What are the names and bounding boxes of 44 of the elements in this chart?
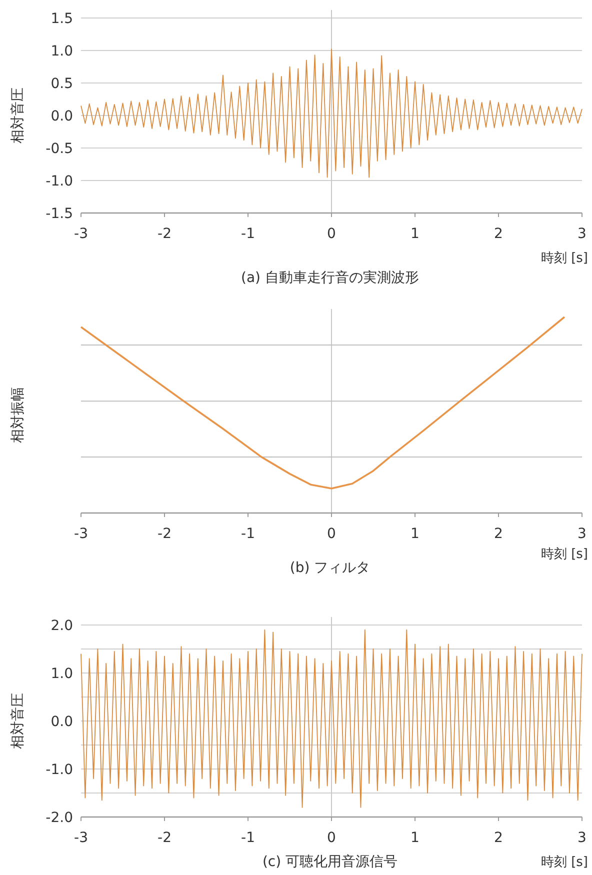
y-tick-label: -0.5 — [46, 140, 73, 157]
y-tick-label: 1.0 — [50, 666, 73, 682]
y-tick-label: 0.0 — [50, 714, 73, 730]
x-tick-label: 1 — [410, 526, 420, 542]
y-tick-label: 1.5 — [50, 10, 73, 27]
x-tick-label: -1 — [241, 526, 255, 542]
x-tick-label: -1 — [241, 830, 255, 846]
y-axis-title: 相対音圧 — [10, 693, 26, 749]
x-axis-title: 時刻 [s] — [540, 855, 588, 870]
x-tick-label: 2 — [494, 526, 503, 542]
x-tick-label: 1 — [410, 830, 420, 846]
x-tick-label: 2 — [494, 226, 503, 242]
x-tick-label: -3 — [74, 226, 88, 242]
line-series — [80, 48, 582, 178]
x-tick-label: 3 — [578, 526, 586, 542]
y-tick-label: 2.0 — [50, 618, 73, 634]
x-tick-label: 3 — [578, 226, 586, 242]
x-tick-label: -2 — [158, 226, 172, 242]
x-axis-title: 時刻 [s] — [540, 251, 588, 266]
text: (a) 自動車走行音の実測波形 — [241, 270, 419, 286]
x-tick-label: -1 — [241, 226, 255, 242]
x-tick-label: 0 — [327, 830, 336, 846]
line-series — [80, 629, 582, 808]
x-tick-label: 1 — [410, 226, 420, 242]
y-axis-title: 相対音圧 — [10, 88, 26, 144]
x-tick-label: -2 — [158, 830, 172, 846]
y-tick-label: -1.5 — [46, 206, 73, 222]
y-tick-label: 1.0 — [50, 43, 73, 60]
y-tick-label: 0.0 — [50, 108, 73, 124]
text: (c) 可聴化用音源信号 — [262, 854, 398, 870]
y-tick-label: -1.0 — [46, 173, 73, 190]
x-tick-label: 0 — [327, 226, 336, 242]
x-tick-label: -3 — [74, 526, 88, 542]
x-tick-label: 3 — [578, 830, 586, 846]
y-tick-label: 0.5 — [50, 76, 73, 92]
text: (b) フィルタ — [290, 560, 370, 576]
x-tick-label: 2 — [494, 830, 503, 846]
x-axis-title: 時刻 [s] — [540, 547, 588, 562]
y-tick-label: -1.0 — [46, 762, 73, 778]
x-tick-label: -3 — [74, 830, 88, 846]
x-tick-label: -2 — [158, 526, 172, 542]
y-axis-title: 相対振幅 — [10, 387, 26, 443]
x-tick-label: 0 — [327, 526, 336, 542]
y-tick-label: -2.0 — [46, 810, 73, 826]
